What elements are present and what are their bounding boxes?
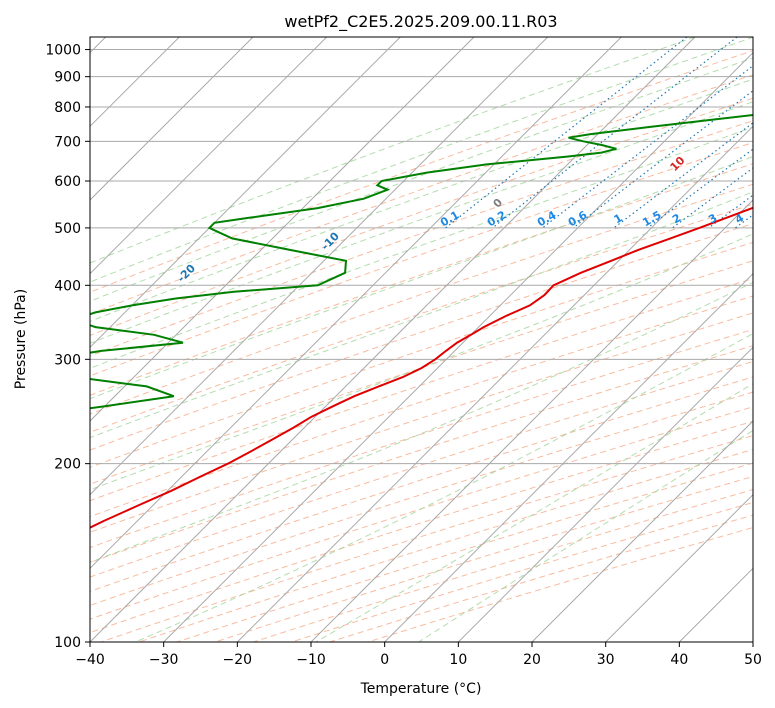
- y-tick-label: 600: [54, 174, 81, 190]
- mixing-ratio-label: 0.2: [485, 208, 508, 229]
- x-tick-label: −20: [223, 652, 253, 668]
- mixing-ratio-line: [572, 89, 753, 229]
- isotherm-line: [90, 37, 328, 275]
- dry-adiabat: [291, 501, 753, 642]
- dry-adiabat: [90, 241, 753, 468]
- moist-adiabat: [90, 191, 753, 439]
- y-tick-label: 100: [54, 635, 81, 651]
- isotherm-line: [531, 420, 753, 642]
- dry-adiabat: [90, 203, 753, 433]
- dry-adiabat: [90, 74, 753, 315]
- x-tick-label: 0: [380, 652, 389, 668]
- y-axis-label: Pressure (hPa): [13, 289, 29, 389]
- moist-adiabat: [135, 332, 753, 642]
- dry-adiabat: [90, 328, 753, 549]
- mixing-ratio-line: [445, 37, 688, 229]
- plot-frame: [89, 36, 754, 643]
- isotherm-line: [678, 567, 753, 642]
- temperature-line: [90, 206, 753, 529]
- dry-adiabat: [90, 50, 753, 293]
- isotherm-line: [310, 199, 753, 642]
- isotherm-line: [752, 641, 753, 642]
- x-tick-label: 50: [744, 652, 762, 668]
- mixing-ratio-line: [492, 37, 738, 229]
- y-tick-label: 700: [54, 134, 81, 150]
- x-tick-label: 40: [670, 652, 688, 668]
- x-tick-label: 10: [449, 652, 467, 668]
- dry-adiabat: [90, 278, 753, 502]
- isotherm-line: [90, 37, 401, 349]
- mixing-ratio-line: [672, 167, 753, 229]
- moist-adiabat: [90, 281, 753, 563]
- y-tick-label: 1000: [45, 43, 81, 59]
- dry-adiabat: [90, 183, 753, 415]
- dry-adiabat-label: -20: [175, 261, 198, 284]
- x-tick-label: −40: [75, 652, 105, 668]
- moist-adiabat: [90, 78, 753, 322]
- moist-adiabat: [90, 37, 696, 264]
- chart-title: wetPf2_C2E5.2025.209.00.11.R03: [284, 12, 557, 32]
- dry-adiabat: [90, 120, 753, 357]
- y-tick-label: 400: [54, 278, 81, 294]
- dry-adiabat: [90, 163, 753, 396]
- dry-adiabat: [90, 312, 753, 533]
- isotherm-line: [90, 37, 622, 570]
- y-tick-label: 300: [54, 352, 81, 368]
- dry-adiabat: [90, 260, 753, 485]
- x-axis-label: Temperature (°C): [360, 681, 482, 697]
- dry-adiabat: [90, 345, 753, 564]
- isotherm-line: [90, 37, 254, 201]
- x-tick-label: 30: [597, 652, 615, 668]
- dry-adiabat: [90, 391, 753, 606]
- x-axis: −40 −30 −20 −10 0 10 20 30 40 50: [75, 642, 762, 668]
- y-tick-label: 500: [54, 221, 81, 237]
- moist-adiabat: [418, 429, 753, 642]
- dry-adiabat: [90, 223, 753, 451]
- mixing-ratio-label: 4: [733, 211, 746, 226]
- x-tick-label: −30: [149, 652, 179, 668]
- x-tick-label: 20: [523, 652, 541, 668]
- y-tick-label: 200: [54, 457, 81, 473]
- moist-adiabat: [90, 155, 753, 400]
- isotherm-line: [90, 37, 475, 422]
- dewpoint-line: [90, 113, 753, 410]
- moist-adiabat: [90, 126, 753, 369]
- dry-adiabat: [90, 97, 753, 336]
- dry-adiabat: [90, 142, 753, 377]
- isotherm-line: [605, 493, 753, 642]
- dry-adiabat: [215, 475, 753, 642]
- mixing-ratio-label: 2: [670, 211, 683, 226]
- x-tick-label: −10: [296, 652, 326, 668]
- moist-adiabat: [90, 101, 753, 344]
- isotherm-line: [163, 51, 753, 642]
- mixing-ratio-label: 0.1: [438, 208, 461, 229]
- moist-adiabat: [315, 383, 753, 642]
- mixing-ratio-label: 1.5: [640, 208, 663, 229]
- dry-adiabat: [90, 360, 753, 578]
- moist-adiabat: [90, 233, 753, 491]
- dry-adiabat: [90, 295, 753, 518]
- isotherm-line: [90, 37, 696, 642]
- isotherm-line: [457, 346, 753, 642]
- moist-adiabat: [90, 57, 753, 302]
- mixing-ratio-label: 1: [612, 211, 625, 226]
- mixing-ratio-label: 0.6: [566, 208, 590, 229]
- dry-adiabat: [329, 514, 753, 642]
- y-tick-label: 900: [54, 70, 81, 86]
- mixing-ratio-label: 0.4: [535, 208, 559, 229]
- isotherm-line: [236, 125, 753, 642]
- isotherm-line: [384, 272, 753, 642]
- plot-area: -100-90-80-70-60-50-40-30-20-10010203040…: [90, 37, 753, 642]
- mixing-ratio-line: [647, 148, 753, 229]
- isotherm-line: [90, 37, 549, 496]
- dry-adiabat: [100, 434, 753, 642]
- y-axis: 1000 900 800 700 600 500 400 300 200 100: [45, 43, 90, 651]
- dry-adiabat: [90, 376, 753, 592]
- y-tick-label: 800: [54, 100, 81, 116]
- dry-adiabat: [367, 527, 753, 642]
